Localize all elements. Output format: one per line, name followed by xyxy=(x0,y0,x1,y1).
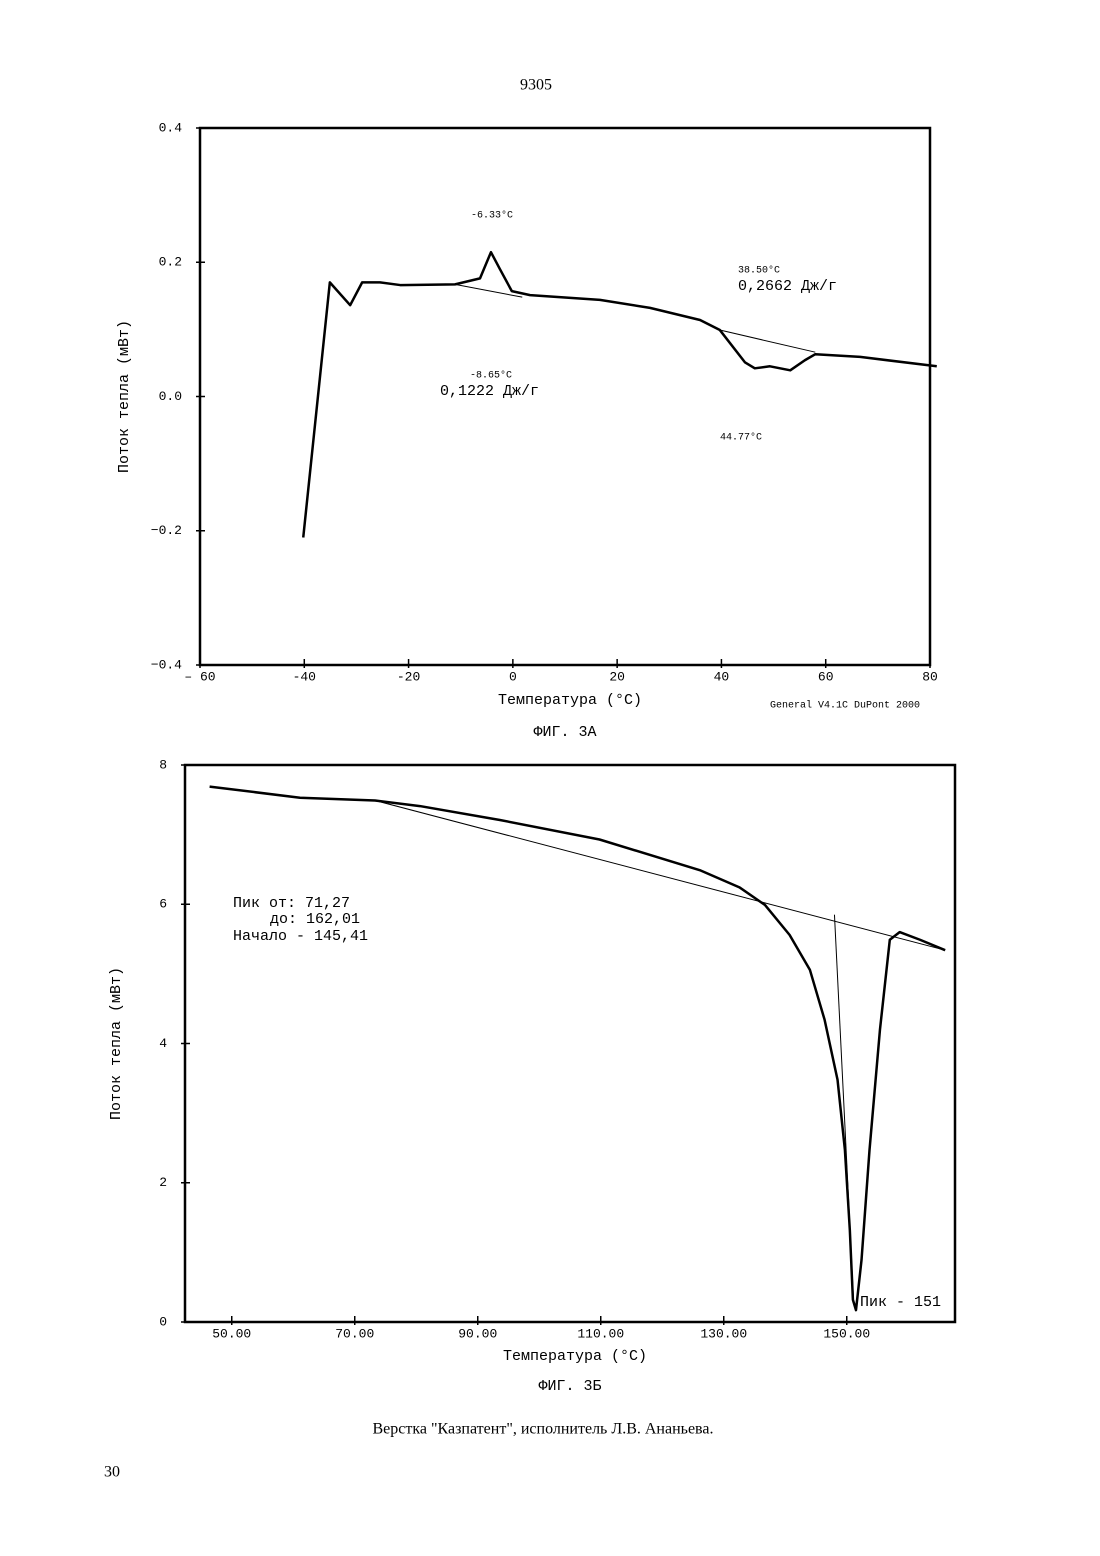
x-tick-label: 60 xyxy=(818,669,834,684)
curve xyxy=(303,252,937,537)
curve xyxy=(210,787,946,1311)
x-tick-label: -20 xyxy=(397,669,420,684)
x-axis-label: Температура (°C) xyxy=(503,1348,647,1365)
x-tick-label: 150.00 xyxy=(823,1326,870,1341)
annotation: -8.65°C xyxy=(470,370,512,382)
y-tick-label: 8 xyxy=(159,757,167,772)
x-tick-label: 0 xyxy=(509,669,517,684)
plot-frame xyxy=(200,128,930,665)
x-tick-label: 40 xyxy=(714,669,730,684)
annotation: Пик от: 71,27 xyxy=(233,895,350,912)
y-axis-label: Поток тепла (мВт) xyxy=(116,320,133,473)
annotation: General V4.1C DuPont 2000 xyxy=(770,700,920,712)
annotation: 38.50°C xyxy=(738,265,780,277)
x-tick-label: 130.00 xyxy=(700,1326,747,1341)
footer: Верстка "Казпатент", исполнитель Л.В. Ан… xyxy=(373,1421,714,1438)
x-tick-label: 80 xyxy=(922,669,938,684)
page-header: 9305 xyxy=(520,77,552,94)
annotation: -6.33°C xyxy=(471,210,513,222)
plot-frame xyxy=(185,765,955,1322)
figure-caption: ФИГ. 3А xyxy=(533,724,596,741)
x-tick-label: -40 xyxy=(293,669,316,684)
annotation: до: 162,01 xyxy=(270,911,360,928)
y-tick-label: 0.0 xyxy=(159,389,182,404)
y-tick-label: 6 xyxy=(159,897,167,912)
y-tick-label: −0.2 xyxy=(151,523,182,538)
x-tick-label: 20 xyxy=(609,669,625,684)
y-tick-label: 0 xyxy=(159,1314,167,1329)
y-tick-label: 4 xyxy=(159,1036,167,1051)
x-tick-label: – 60 xyxy=(184,669,215,684)
y-tick-label: 2 xyxy=(159,1175,167,1190)
annotation: Пик - 151 xyxy=(860,1294,941,1311)
y-tick-label: −0.4 xyxy=(151,657,182,672)
page-number: 30 xyxy=(104,1464,120,1481)
baseline xyxy=(375,801,945,951)
x-tick-label: 90.00 xyxy=(458,1326,497,1341)
annotation: Начало - 145,41 xyxy=(233,928,368,945)
x-tick-label: 110.00 xyxy=(577,1326,624,1341)
x-axis-label: Температура (°C) xyxy=(498,692,642,709)
annotation: 0,1222 Дж/г xyxy=(440,383,539,400)
figure-caption: ФИГ. 3Б xyxy=(538,1378,601,1395)
x-tick-label: 70.00 xyxy=(335,1326,374,1341)
page: 9305 Верстка "Казпатент", исполнитель Л.… xyxy=(0,0,1100,1556)
x-tick-label: 50.00 xyxy=(212,1326,251,1341)
y-tick-label: 0.2 xyxy=(159,255,182,270)
y-tick-label: 0.4 xyxy=(159,120,183,135)
y-axis-label: Поток тепла (мВт) xyxy=(108,967,125,1120)
annotation: 44.77°C xyxy=(720,432,762,444)
annotation: 0,2662 Дж/г xyxy=(738,278,837,295)
